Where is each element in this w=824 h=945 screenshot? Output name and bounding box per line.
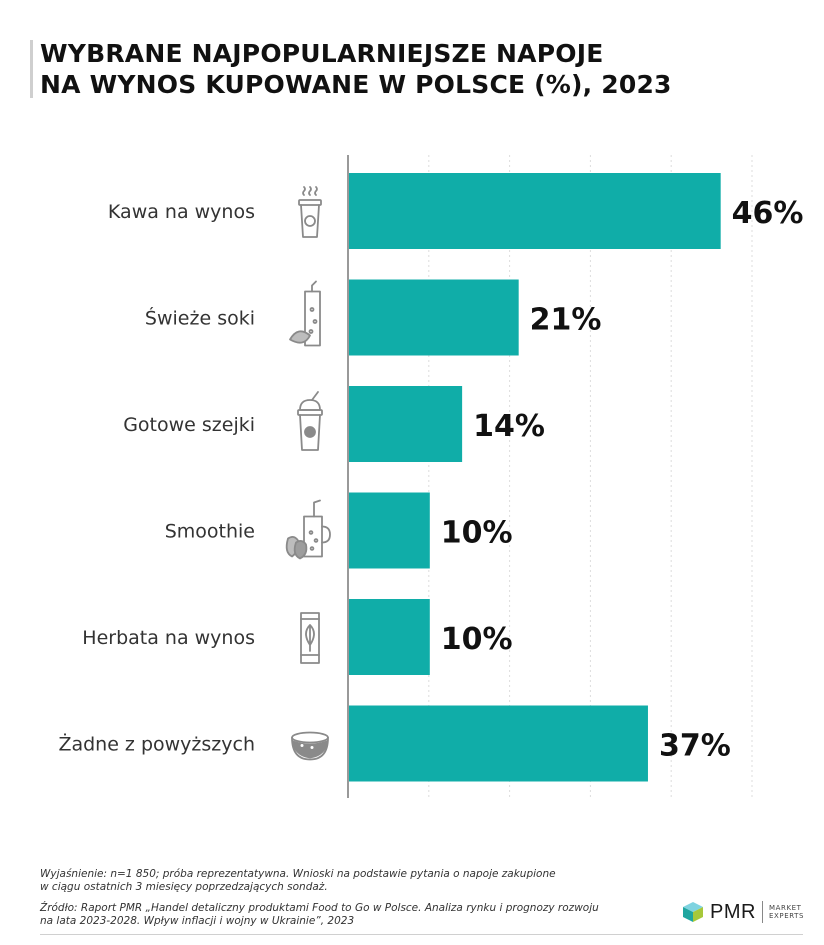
coffee-cup-icon [298,186,322,238]
value-label: 21% [530,303,602,338]
logo-subtitle: MARKET EXPERTS [769,904,804,920]
explanation-line2: w ciągu ostatnich 3 miesięcy poprzedzają… [40,881,328,893]
chart-title-line1: WYBRANE NAJPOPULARNIEJSZE NAPOJE [40,39,604,68]
bowl-icon [291,731,329,761]
logo-divider [761,901,763,923]
explanation-line1: Wyjaśnienie: n=1 850; próba reprezentaty… [40,868,556,880]
value-label: 14% [473,409,545,444]
value-label: 10% [441,622,513,657]
category-icons [285,186,331,761]
source-note: Źródło: Raport PMR „Handel detaliczny pr… [40,902,640,928]
bar [349,173,721,249]
value-label: 10% [441,516,513,551]
grid-lines [428,155,753,798]
category-label: Smoothie [165,521,255,543]
logo-name: PMR [710,900,756,923]
category-label: Gotowe szejki [123,414,255,436]
value-label: 46% [732,196,804,231]
category-label: Świeże soki [145,306,255,330]
shake-cup-icon [297,391,323,451]
source-line2: na lata 2023-2028. Wpływ inflacji i wojn… [40,915,355,927]
value-labels: 46% 21% 14% 10% 10% 37% [441,196,804,764]
bar [349,705,648,782]
smoothie-jar-icon [285,499,331,560]
category-label: Herbata na wynos [82,627,255,649]
value-label: 37% [659,729,731,764]
juice-glass-icon [289,280,321,347]
category-label: Żadne z powyższych [58,733,255,756]
tea-cup-icon [300,612,320,664]
chart-title: WYBRANE NAJPOPULARNIEJSZE NAPOJE NA WYNO… [40,38,800,100]
bar [349,599,430,675]
bar [349,279,519,356]
bar [349,492,430,569]
logo-sub-line1: MARKET [768,904,802,912]
source-line1: Źródło: Raport PMR „Handel detaliczny pr… [40,902,599,914]
logo-sub-line2: EXPERTS [768,912,805,920]
footer-divider [40,934,803,935]
category-label: Kawa na wynos [108,201,255,223]
pmr-cube-icon [683,902,703,922]
pmr-logo: PMR MARKET EXPERTS [682,900,804,924]
bar-chart: Kawa na wynos Świeże soki Gotowe szejki Smo… [58,155,804,798]
title-accent-bar [30,40,33,98]
bar [349,386,463,462]
explanation-note: Wyjaśnienie: n=1 850; próba reprezentaty… [40,868,600,894]
chart-title-line2: NA WYNOS KUPOWANE W POLSCE (%), 2023 [40,70,672,99]
bars [349,173,721,782]
category-labels: Kawa na wynos Świeże soki Gotowe szejki Smo… [58,201,255,756]
